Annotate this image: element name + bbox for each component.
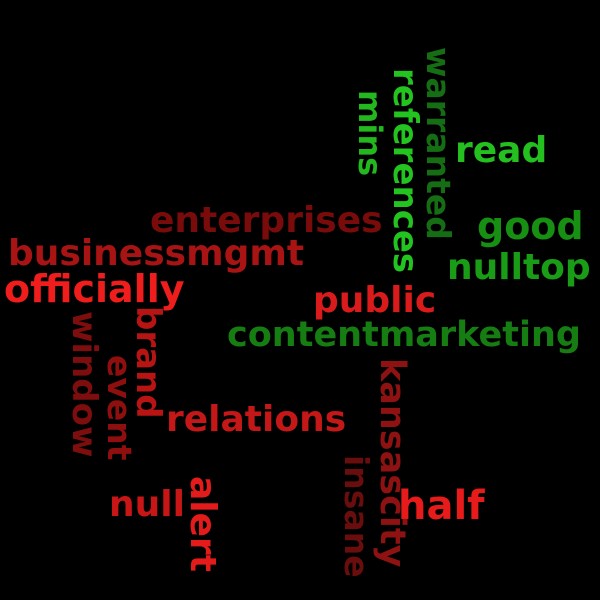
word-null: null: [109, 484, 185, 525]
word-businessmgmt: businessmgmt: [8, 233, 305, 274]
word-insane: insane: [337, 455, 376, 578]
word-kansascity: kansascity: [372, 358, 412, 568]
word-alert: alert: [182, 476, 223, 573]
word-read: read: [455, 130, 548, 171]
word-half: half: [398, 483, 485, 529]
word-mins: mins: [351, 90, 389, 177]
word-window: window: [64, 311, 104, 458]
word-relations: relations: [166, 399, 347, 440]
word-event: event: [100, 355, 139, 461]
word-enterprises: enterprises: [150, 200, 383, 241]
word-nulltop: nulltop: [447, 247, 591, 288]
word-warranted: warranted: [419, 47, 458, 240]
word-references: references: [385, 68, 425, 274]
word-contentmarketing: contentmarketing: [227, 315, 581, 355]
word-public: public: [313, 280, 437, 321]
word-officially: officially: [4, 267, 185, 311]
word-good: good: [477, 204, 584, 248]
